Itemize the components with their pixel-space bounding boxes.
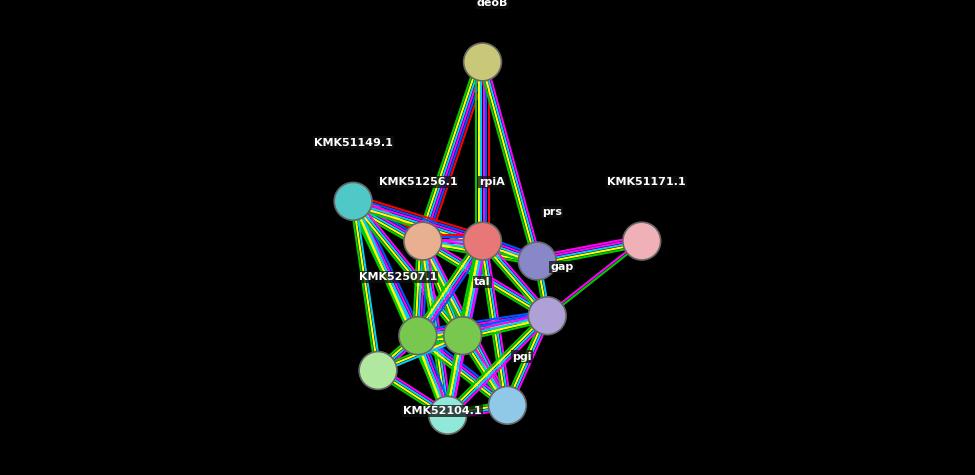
Text: tal: tal: [474, 277, 490, 287]
Circle shape: [404, 222, 442, 260]
Circle shape: [334, 182, 372, 220]
Circle shape: [463, 222, 501, 260]
Text: gap: gap: [551, 262, 573, 272]
Circle shape: [359, 352, 397, 390]
Text: deoB: deoB: [477, 0, 508, 8]
Text: prs: prs: [542, 207, 563, 217]
Circle shape: [399, 317, 437, 354]
Text: KMK51256.1: KMK51256.1: [378, 177, 457, 187]
Text: KMK52507.1: KMK52507.1: [359, 272, 437, 282]
Circle shape: [519, 242, 556, 280]
Text: KMK51149.1: KMK51149.1: [314, 138, 393, 148]
Text: KMK52104.1: KMK52104.1: [404, 406, 482, 416]
Circle shape: [444, 317, 482, 354]
Circle shape: [463, 43, 501, 81]
Circle shape: [488, 387, 526, 424]
Text: KMK51171.1: KMK51171.1: [607, 177, 686, 187]
Text: rpiA: rpiA: [480, 177, 505, 187]
Circle shape: [623, 222, 661, 260]
Circle shape: [528, 297, 566, 335]
Circle shape: [429, 396, 467, 434]
Text: pgi: pgi: [513, 352, 532, 361]
